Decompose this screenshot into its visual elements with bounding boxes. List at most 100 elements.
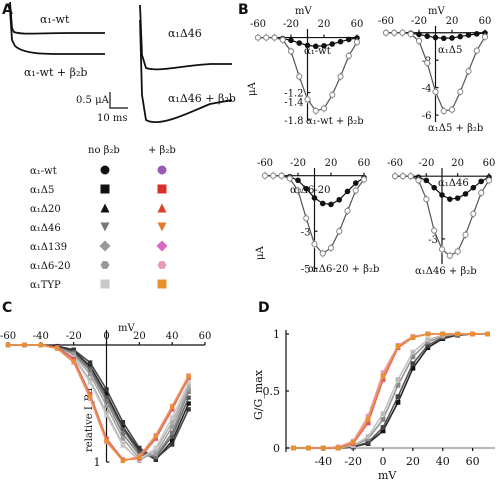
d-x-tick-label: -40: [314, 455, 332, 468]
y-tick-label: -3: [428, 235, 438, 246]
c-data-point: [169, 404, 175, 410]
c-data-point: [38, 342, 44, 348]
y-tick-label: -1.4: [284, 98, 303, 109]
y-tick-label: -3: [301, 227, 311, 238]
x-tick-label: -20: [290, 158, 306, 169]
data-point: [399, 29, 406, 36]
d-series-line: [293, 333, 488, 449]
data-point: [344, 207, 351, 214]
data-point: [462, 191, 469, 197]
data-point: [312, 43, 319, 50]
data-point: [344, 188, 351, 195]
data-point: [304, 42, 311, 49]
c-data-point: [87, 396, 93, 402]
scale-bar-x-label: 10 ms: [97, 113, 128, 124]
c-data-point: [87, 366, 93, 371]
data-point: [345, 36, 352, 43]
data-point: [447, 196, 453, 202]
legend-row-label: α₁Δ6-20: [30, 261, 70, 272]
legend-row-label: α₁Δ139: [30, 242, 67, 253]
d-x-tick-label: 40: [436, 455, 450, 468]
y-tick-label: -4: [422, 84, 432, 95]
data-point: [294, 187, 302, 194]
data-point: [449, 35, 455, 41]
legend-row-label: α₁Δ5: [30, 185, 54, 196]
x-tick-label: -20: [283, 19, 299, 30]
legend-marker-plus-beta: [157, 165, 167, 175]
panel-c: -60 -40 -20 0 20 40 60 1 mV relative I_Ba: [0, 323, 211, 469]
panel-d: 0 0.5 1 -40 -20 0 20 40 60 mV G/G_max: [252, 328, 495, 482]
legend-header-no: no β₂b: [88, 145, 120, 156]
data-point: [382, 29, 390, 36]
d-x-tick-label: 0: [380, 455, 387, 468]
c-data-point: [104, 410, 109, 416]
data-point: [303, 185, 310, 192]
legend-marker-no-beta: [100, 261, 110, 269]
d-y-tick-label: 0: [273, 442, 280, 455]
c-data-point: [104, 391, 109, 397]
d-data-point: [410, 365, 416, 371]
c-data-point: [120, 436, 126, 441]
c-data-point: [120, 443, 126, 448]
legend-marker-no-beta: [99, 240, 111, 252]
d-data-point: [380, 411, 386, 417]
d-data-point: [335, 445, 341, 451]
c-data-point: [104, 436, 109, 441]
d-data-point: [380, 373, 386, 379]
c-data-point: [186, 401, 191, 406]
label-wt: α₁-wt: [40, 13, 70, 26]
d-data-point: [365, 439, 371, 445]
data-point: [312, 107, 319, 114]
data-point: [287, 48, 295, 55]
d-x-tick-label: -20: [344, 455, 362, 468]
data-point: [439, 192, 445, 198]
b1-ylabel: μA: [247, 82, 258, 96]
b3-series2-label: α₁Δ6-20 + β₂b: [308, 264, 379, 275]
d-data-point: [455, 331, 461, 337]
data-point: [345, 52, 352, 59]
data-point: [288, 37, 294, 44]
data-point: [319, 250, 326, 257]
legend-row-label: α₁Δ20: [30, 204, 61, 215]
legend-row-label: α₁-wt: [30, 166, 57, 177]
c-data-point: [120, 431, 126, 437]
c-data-point: [104, 398, 109, 404]
data-point: [337, 38, 344, 45]
data-point: [295, 177, 301, 184]
data-point: [423, 196, 430, 203]
c-data-point: [186, 383, 191, 389]
d-data-point: [395, 382, 401, 388]
c-x-tick-label: 0: [103, 331, 109, 342]
c-data-point: [169, 420, 175, 425]
data-point: [416, 31, 422, 38]
legend-row-label: α₁TYP: [30, 280, 61, 291]
d-data-point: [410, 335, 416, 340]
data-point: [446, 252, 453, 259]
data-point: [254, 34, 262, 41]
data-point: [432, 34, 439, 41]
scale-bar-y-label: 0.5 μA: [76, 95, 110, 106]
d-data-point: [380, 370, 386, 376]
d-series-line: [293, 333, 488, 449]
d-data-point: [365, 434, 371, 439]
data-point: [391, 29, 398, 36]
panel-label-d: D: [258, 300, 270, 316]
panel-b: -60-202060-1.2-1.4-1.8-60-202060-2-4-6-6…: [250, 16, 495, 275]
data-point: [329, 41, 336, 47]
data-point: [352, 187, 359, 194]
data-point: [481, 33, 489, 40]
legend-marker-no-beta: [100, 184, 110, 194]
x-tick-label: 20: [318, 19, 331, 30]
c-data-point: [169, 430, 175, 435]
legend-marker-plus-beta: [157, 261, 167, 269]
x-tick-label: 20: [446, 16, 459, 27]
data-point: [279, 36, 286, 43]
c-data-point: [120, 420, 126, 425]
iv-plot-B1: -60 -20 20 60 -1.2-1.4 -1.8: [250, 19, 363, 127]
data-point: [321, 43, 327, 49]
d-data-point: [425, 337, 431, 343]
c-data-point: [137, 450, 142, 455]
data-point: [296, 40, 303, 46]
